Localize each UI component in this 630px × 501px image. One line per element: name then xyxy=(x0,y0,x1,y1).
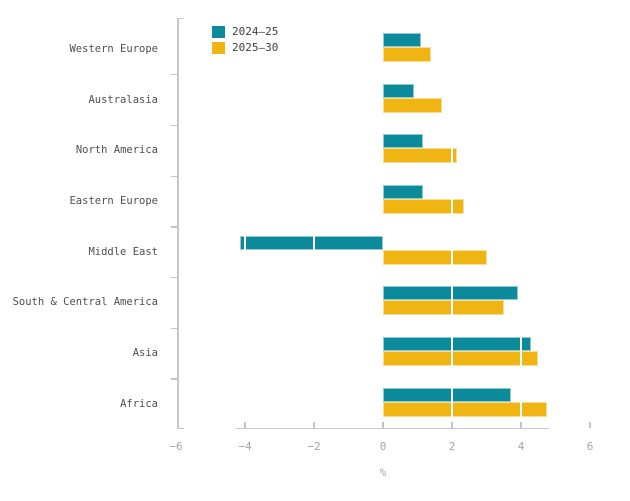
y-axis-tick xyxy=(170,327,177,329)
x-axis-tick xyxy=(244,421,246,428)
bar-2024–25-South & Central America xyxy=(383,286,518,301)
category-label: Western Europe xyxy=(69,42,158,55)
bar-2024–25-Australasia xyxy=(383,83,415,98)
bar-segment-divider xyxy=(312,235,316,250)
y-axis-line xyxy=(177,18,179,429)
x-tick-label: −6 xyxy=(169,440,183,453)
x-tick-label: 0 xyxy=(379,440,387,453)
legend-swatch-2024-25-icon xyxy=(212,25,225,38)
y-axis-bottom-cap xyxy=(177,427,184,430)
bar-segment-divider xyxy=(450,300,454,316)
y-axis-top-cap xyxy=(177,18,184,20)
x-axis-tick xyxy=(520,421,522,428)
category-label: Asia xyxy=(132,347,158,359)
bar-segment-divider xyxy=(450,249,454,265)
y-axis-tick xyxy=(170,124,177,127)
x-tick-label: −2 xyxy=(307,440,321,453)
bar-segment-divider xyxy=(450,337,454,351)
y-axis-tick xyxy=(170,74,177,76)
chart-legend: 2024–25 2025–30 xyxy=(212,24,278,56)
y-axis-tick xyxy=(170,175,177,177)
category-label: South & Central America xyxy=(12,296,158,309)
bar-2025–30-North America xyxy=(383,148,458,164)
bar-2025–30-Asia xyxy=(383,351,539,366)
x-axis-tick xyxy=(382,421,384,428)
bar-2024–25-Eastern Europe xyxy=(383,184,423,199)
x-axis-title: % xyxy=(379,466,387,479)
x-axis-tick xyxy=(589,421,591,428)
legend-swatch-2025-30-icon xyxy=(212,41,225,54)
category-label: North America xyxy=(75,144,158,157)
bar-segment-divider xyxy=(519,401,523,417)
x-tick-label: −4 xyxy=(238,440,252,453)
legend-item-2024-25: 2024–25 xyxy=(212,24,278,39)
category-label: Africa xyxy=(120,397,158,410)
bar-2025–30-Eastern Europe xyxy=(383,198,465,214)
category-label: Middle East xyxy=(88,245,158,258)
x-tick-label: 4 xyxy=(517,440,525,453)
legend-label-2024-25: 2024–25 xyxy=(232,25,279,38)
y-axis-tick xyxy=(170,378,177,380)
x-axis-line xyxy=(236,427,549,430)
bar-segment-divider xyxy=(519,351,523,366)
x-tick-label: 6 xyxy=(586,440,594,453)
category-label: Australasia xyxy=(88,93,158,106)
bar-2024–25-Asia xyxy=(383,337,532,351)
bar-segment-divider xyxy=(450,198,454,214)
bar-2025–30-Africa xyxy=(383,401,547,417)
bar-segment-divider xyxy=(450,148,454,164)
x-axis-tick xyxy=(313,421,315,428)
y-axis-tick xyxy=(170,276,177,279)
x-axis-tick xyxy=(451,421,453,428)
bar-2025–30-South & Central America xyxy=(383,300,504,316)
bar-2025–30-Middle East xyxy=(383,249,487,265)
x-tick-label: 2 xyxy=(448,440,456,453)
bar-2024–25-Middle East xyxy=(239,235,383,250)
bar-2024–25-Africa xyxy=(383,387,511,402)
bar-segment-divider xyxy=(519,337,523,351)
legend-item-2025-30: 2025–30 xyxy=(212,40,278,55)
bar-segment-divider xyxy=(450,401,454,417)
bar-segment-divider xyxy=(243,235,247,250)
bar-2025–30-Western Europe xyxy=(383,46,432,62)
bar-2025–30-Australasia xyxy=(383,97,442,113)
category-label: Eastern Europe xyxy=(69,194,158,207)
y-axis-tick xyxy=(170,226,177,228)
bar-2024–25-North America xyxy=(383,134,423,149)
bar-segment-divider xyxy=(450,351,454,366)
bar-segment-divider xyxy=(450,286,454,301)
bar-segment-divider xyxy=(450,387,454,402)
bar-2024–25-Western Europe xyxy=(383,32,421,47)
legend-label-2025-30: 2025–30 xyxy=(232,41,279,54)
